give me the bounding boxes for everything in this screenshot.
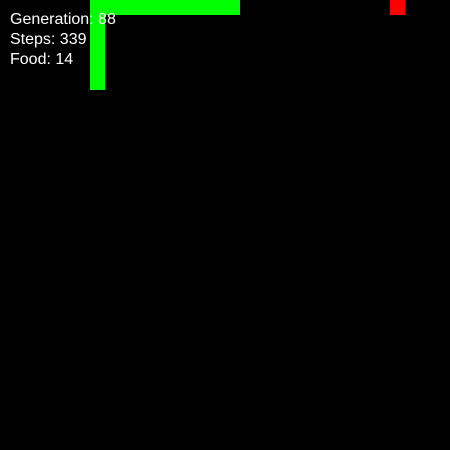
hud-panel: Generation: 88 Steps: 339 Food: 14 <box>10 10 116 70</box>
snake-segment <box>150 0 165 15</box>
snake-segment <box>165 0 180 15</box>
food-pellet <box>390 0 405 15</box>
snake-segment <box>225 0 240 15</box>
snake-segment <box>90 30 105 45</box>
snake-segment <box>90 0 105 15</box>
snake-segment <box>195 0 210 15</box>
food-counter: Food: 14 <box>10 51 74 68</box>
snake-segment <box>210 0 225 15</box>
snake-segment <box>90 60 105 75</box>
snake-segment <box>90 45 105 60</box>
steps-counter: Steps: 339 <box>10 31 87 48</box>
snake-segment <box>135 0 150 15</box>
snake-segment <box>105 0 120 15</box>
snake-segment <box>90 75 105 90</box>
snake-segment <box>180 0 195 15</box>
generation-counter: Generation: 88 <box>10 11 116 28</box>
snake-segment <box>90 15 105 30</box>
snake-segment <box>120 0 135 15</box>
